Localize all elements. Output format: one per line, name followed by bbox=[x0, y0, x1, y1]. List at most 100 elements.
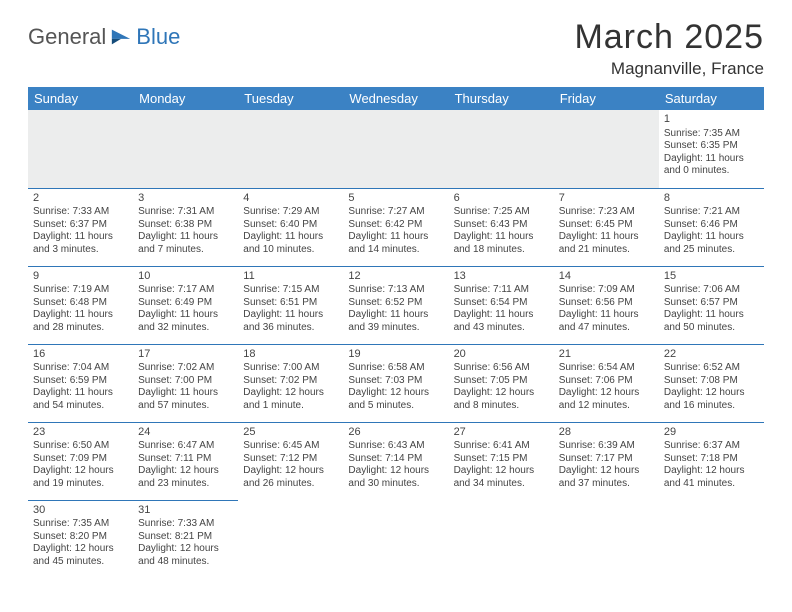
daylight-line: Daylight: 12 hours and 30 minutes. bbox=[348, 465, 443, 490]
sunset-line: Sunset: 7:05 PM bbox=[454, 375, 549, 388]
day-cell: 31Sunrise: 7:33 AMSunset: 8:21 PMDayligh… bbox=[133, 500, 238, 578]
day-cell: 4Sunrise: 7:29 AMSunset: 6:40 PMDaylight… bbox=[238, 188, 343, 266]
sunset-line: Sunset: 6:51 PM bbox=[243, 297, 338, 310]
daylight-line: Daylight: 11 hours and 39 minutes. bbox=[348, 309, 443, 334]
sunset-line: Sunset: 7:06 PM bbox=[559, 375, 654, 388]
empty-cell bbox=[343, 500, 448, 578]
daylight-line: Daylight: 12 hours and 19 minutes. bbox=[33, 465, 128, 490]
daylight-line: Daylight: 11 hours and 21 minutes. bbox=[559, 231, 654, 256]
daylight-line: Daylight: 12 hours and 8 minutes. bbox=[454, 387, 549, 412]
sunrise-line: Sunrise: 7:31 AM bbox=[138, 206, 233, 219]
day-cell: 12Sunrise: 7:13 AMSunset: 6:52 PMDayligh… bbox=[343, 266, 448, 344]
sunrise-line: Sunrise: 7:19 AM bbox=[33, 284, 128, 297]
day-number: 17 bbox=[138, 348, 233, 362]
logo-text-general: General bbox=[28, 24, 106, 50]
day-cell: 15Sunrise: 7:06 AMSunset: 6:57 PMDayligh… bbox=[659, 266, 764, 344]
empty-cell bbox=[28, 110, 133, 188]
day-cell: 26Sunrise: 6:43 AMSunset: 7:14 PMDayligh… bbox=[343, 422, 448, 500]
daylight-line: Daylight: 11 hours and 25 minutes. bbox=[664, 231, 759, 256]
daylight-line: Daylight: 12 hours and 37 minutes. bbox=[559, 465, 654, 490]
daylight-line: Daylight: 12 hours and 16 minutes. bbox=[664, 387, 759, 412]
sunrise-line: Sunrise: 6:43 AM bbox=[348, 440, 443, 453]
day-number: 15 bbox=[664, 270, 759, 284]
daylight-line: Daylight: 12 hours and 41 minutes. bbox=[664, 465, 759, 490]
day-cell: 30Sunrise: 7:35 AMSunset: 8:20 PMDayligh… bbox=[28, 500, 133, 578]
sunrise-line: Sunrise: 6:45 AM bbox=[243, 440, 338, 453]
daylight-line: Daylight: 12 hours and 34 minutes. bbox=[454, 465, 549, 490]
day-number: 30 bbox=[33, 504, 128, 518]
daylight-line: Daylight: 11 hours and 57 minutes. bbox=[138, 387, 233, 412]
sunset-line: Sunset: 6:59 PM bbox=[33, 375, 128, 388]
sunrise-line: Sunrise: 7:06 AM bbox=[664, 284, 759, 297]
week-row: 2Sunrise: 7:33 AMSunset: 6:37 PMDaylight… bbox=[28, 188, 764, 266]
header: General Blue March 2025 Magnanville, Fra… bbox=[28, 18, 764, 79]
sunrise-line: Sunrise: 7:33 AM bbox=[138, 518, 233, 531]
sunset-line: Sunset: 6:56 PM bbox=[559, 297, 654, 310]
day-header-wednesday: Wednesday bbox=[343, 87, 448, 110]
day-number: 8 bbox=[664, 192, 759, 206]
day-number: 10 bbox=[138, 270, 233, 284]
day-cell: 22Sunrise: 6:52 AMSunset: 7:08 PMDayligh… bbox=[659, 344, 764, 422]
sunset-line: Sunset: 7:11 PM bbox=[138, 453, 233, 466]
day-header-sunday: Sunday bbox=[28, 87, 133, 110]
empty-cell bbox=[659, 500, 764, 578]
sunrise-line: Sunrise: 7:11 AM bbox=[454, 284, 549, 297]
sunrise-line: Sunrise: 7:04 AM bbox=[33, 362, 128, 375]
week-row: 30Sunrise: 7:35 AMSunset: 8:20 PMDayligh… bbox=[28, 500, 764, 578]
day-cell: 16Sunrise: 7:04 AMSunset: 6:59 PMDayligh… bbox=[28, 344, 133, 422]
day-cell: 18Sunrise: 7:00 AMSunset: 7:02 PMDayligh… bbox=[238, 344, 343, 422]
day-number: 21 bbox=[559, 348, 654, 362]
sunrise-line: Sunrise: 7:25 AM bbox=[454, 206, 549, 219]
day-number: 9 bbox=[33, 270, 128, 284]
day-number: 31 bbox=[138, 504, 233, 518]
day-number: 20 bbox=[454, 348, 549, 362]
daylight-line: Daylight: 12 hours and 23 minutes. bbox=[138, 465, 233, 490]
sunrise-line: Sunrise: 7:29 AM bbox=[243, 206, 338, 219]
calendar-table: SundayMondayTuesdayWednesdayThursdayFrid… bbox=[28, 87, 764, 578]
sunset-line: Sunset: 7:17 PM bbox=[559, 453, 654, 466]
day-cell: 23Sunrise: 6:50 AMSunset: 7:09 PMDayligh… bbox=[28, 422, 133, 500]
sunrise-line: Sunrise: 7:09 AM bbox=[559, 284, 654, 297]
day-header-tuesday: Tuesday bbox=[238, 87, 343, 110]
week-row: 23Sunrise: 6:50 AMSunset: 7:09 PMDayligh… bbox=[28, 422, 764, 500]
day-header-thursday: Thursday bbox=[449, 87, 554, 110]
sunset-line: Sunset: 6:52 PM bbox=[348, 297, 443, 310]
daylight-line: Daylight: 12 hours and 48 minutes. bbox=[138, 543, 233, 568]
sunrise-line: Sunrise: 7:00 AM bbox=[243, 362, 338, 375]
day-cell: 28Sunrise: 6:39 AMSunset: 7:17 PMDayligh… bbox=[554, 422, 659, 500]
day-cell: 11Sunrise: 7:15 AMSunset: 6:51 PMDayligh… bbox=[238, 266, 343, 344]
sunset-line: Sunset: 6:37 PM bbox=[33, 219, 128, 232]
day-cell: 2Sunrise: 7:33 AMSunset: 6:37 PMDaylight… bbox=[28, 188, 133, 266]
daylight-line: Daylight: 11 hours and 36 minutes. bbox=[243, 309, 338, 334]
day-number: 1 bbox=[664, 113, 759, 127]
sunset-line: Sunset: 8:21 PM bbox=[138, 531, 233, 544]
day-cell: 17Sunrise: 7:02 AMSunset: 7:00 PMDayligh… bbox=[133, 344, 238, 422]
sunrise-line: Sunrise: 7:23 AM bbox=[559, 206, 654, 219]
calendar-head: SundayMondayTuesdayWednesdayThursdayFrid… bbox=[28, 87, 764, 110]
sunset-line: Sunset: 6:42 PM bbox=[348, 219, 443, 232]
day-number: 19 bbox=[348, 348, 443, 362]
day-cell: 1Sunrise: 7:35 AMSunset: 6:35 PMDaylight… bbox=[659, 110, 764, 188]
sunset-line: Sunset: 6:38 PM bbox=[138, 219, 233, 232]
title-block: March 2025 Magnanville, France bbox=[574, 18, 764, 79]
sunrise-line: Sunrise: 6:58 AM bbox=[348, 362, 443, 375]
sunrise-line: Sunrise: 7:27 AM bbox=[348, 206, 443, 219]
sunrise-line: Sunrise: 6:56 AM bbox=[454, 362, 549, 375]
sunset-line: Sunset: 7:18 PM bbox=[664, 453, 759, 466]
sunset-line: Sunset: 6:43 PM bbox=[454, 219, 549, 232]
sunset-line: Sunset: 6:46 PM bbox=[664, 219, 759, 232]
day-cell: 27Sunrise: 6:41 AMSunset: 7:15 PMDayligh… bbox=[449, 422, 554, 500]
logo: General Blue bbox=[28, 24, 180, 50]
day-cell: 3Sunrise: 7:31 AMSunset: 6:38 PMDaylight… bbox=[133, 188, 238, 266]
day-header-monday: Monday bbox=[133, 87, 238, 110]
day-number: 16 bbox=[33, 348, 128, 362]
empty-cell bbox=[554, 500, 659, 578]
day-number: 3 bbox=[138, 192, 233, 206]
day-header-saturday: Saturday bbox=[659, 87, 764, 110]
sunrise-line: Sunrise: 7:33 AM bbox=[33, 206, 128, 219]
sunrise-line: Sunrise: 7:15 AM bbox=[243, 284, 338, 297]
sunrise-line: Sunrise: 6:54 AM bbox=[559, 362, 654, 375]
daylight-line: Daylight: 12 hours and 5 minutes. bbox=[348, 387, 443, 412]
day-number: 28 bbox=[559, 426, 654, 440]
daylight-line: Daylight: 11 hours and 47 minutes. bbox=[559, 309, 654, 334]
